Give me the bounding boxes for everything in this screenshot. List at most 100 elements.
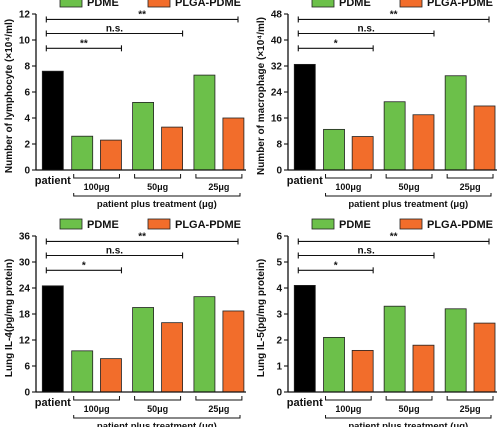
y-tick-label: 10 bbox=[19, 36, 31, 47]
y-tick-label: 6 bbox=[24, 362, 30, 373]
bar-patient-0 bbox=[41, 285, 64, 393]
legend-label-pdme: PDME bbox=[339, 0, 371, 9]
x-category-label: 50μg bbox=[147, 182, 168, 192]
bar-pdme-3 bbox=[193, 74, 216, 171]
treatment-bracket bbox=[73, 415, 241, 419]
x-category-label: 100μg bbox=[335, 182, 361, 192]
bar-plga-pdme-2 bbox=[161, 322, 183, 393]
bar-patient-0 bbox=[41, 70, 64, 171]
x-category-label: patient bbox=[35, 397, 71, 409]
bar-pdme-1 bbox=[71, 135, 94, 171]
legend-label-plga-pdme: PLGA-PDME bbox=[175, 0, 241, 9]
bar-plga-pdme-3 bbox=[222, 310, 245, 393]
group-bracket bbox=[446, 396, 494, 401]
bar-plga-pdme-2 bbox=[412, 344, 435, 393]
x-category-label: 50μg bbox=[147, 404, 168, 414]
significance-label: ** bbox=[390, 231, 398, 242]
x-category-label: patient bbox=[287, 175, 323, 187]
significance-label: * bbox=[82, 260, 86, 271]
y-tick-label: 24 bbox=[19, 284, 31, 295]
treatment-bracket bbox=[73, 193, 241, 197]
y-tick-label: 8 bbox=[276, 140, 282, 151]
y-tick-label: 6 bbox=[24, 88, 30, 99]
x-group-label: patient plus treatment (μg) bbox=[97, 199, 217, 210]
significance-label: n.s. bbox=[358, 246, 375, 257]
y-tick-label: 8 bbox=[24, 62, 30, 73]
significance-label: n.s. bbox=[106, 246, 123, 257]
x-category-label: 25μg bbox=[460, 182, 481, 192]
legend-label-plga-pdme: PLGA-PDME bbox=[175, 219, 241, 231]
group-bracket bbox=[325, 396, 372, 401]
significance-label: ** bbox=[80, 38, 88, 49]
bar-patient-0 bbox=[293, 284, 316, 393]
y-tick-label: 30 bbox=[19, 258, 31, 269]
y-tick-label: 0 bbox=[24, 388, 30, 399]
bar-pdme-1 bbox=[323, 128, 345, 171]
bar-plga-pdme-1 bbox=[351, 136, 374, 171]
y-tick-label: 12 bbox=[19, 336, 31, 347]
group-bracket bbox=[134, 174, 182, 179]
y-tick-label: 18 bbox=[19, 310, 31, 321]
y-tick-label: 0 bbox=[276, 388, 282, 399]
legend-label-plga-pdme: PLGA-PDME bbox=[427, 219, 493, 231]
y-tick-label: 40 bbox=[271, 36, 283, 47]
group-bracket bbox=[385, 174, 433, 179]
significance-label: n.s. bbox=[358, 24, 375, 35]
bar-pdme-1 bbox=[323, 336, 345, 393]
legend-swatch-pdme bbox=[311, 218, 335, 230]
bar-plga-pdme-3 bbox=[473, 322, 496, 393]
group-bracket bbox=[73, 174, 120, 179]
bar-patient-0 bbox=[293, 63, 316, 171]
legend-label-pdme: PDME bbox=[87, 0, 119, 9]
x-group-label: patient plus treatment (μg) bbox=[348, 199, 468, 210]
treatment-bracket bbox=[325, 193, 492, 197]
bar-pdme-3 bbox=[444, 75, 467, 171]
significance-label: n.s. bbox=[106, 24, 123, 35]
bar-pdme-2 bbox=[132, 307, 155, 393]
chart-panel-2: 0 8 16 24 32 40 48 Number of macrophage (×10⁴/m… bbox=[256, 0, 497, 210]
y-axis-label: Number of macrophage (×10⁴/ml) bbox=[256, 17, 267, 175]
y-tick-label: 24 bbox=[271, 88, 283, 99]
group-bracket bbox=[195, 396, 243, 401]
bar-plga-pdme-3 bbox=[473, 105, 496, 171]
group-bracket bbox=[385, 396, 433, 401]
x-category-label: 25μg bbox=[460, 404, 481, 414]
y-axis-label: Number of lymphocyte (×10⁴/ml) bbox=[4, 19, 15, 173]
legend-label-pdme: PDME bbox=[87, 219, 119, 231]
group-bracket bbox=[325, 174, 372, 179]
bar-plga-pdme-1 bbox=[100, 139, 122, 171]
bar-pdme-3 bbox=[444, 308, 467, 393]
y-tick-label: 48 bbox=[271, 10, 283, 21]
significance-label: * bbox=[334, 260, 338, 271]
y-tick-label: 16 bbox=[271, 114, 283, 125]
x-category-label: 25μg bbox=[208, 404, 229, 414]
y-tick-label: 2 bbox=[24, 140, 30, 151]
bar-plga-pdme-2 bbox=[412, 114, 435, 171]
legend-swatch-plga-pdme bbox=[147, 0, 171, 8]
bar-pdme-1 bbox=[71, 350, 94, 393]
y-tick-label: 36 bbox=[19, 232, 31, 243]
y-tick-label: 0 bbox=[24, 166, 30, 177]
x-category-label: 50μg bbox=[399, 182, 420, 192]
legend-swatch-pdme bbox=[59, 218, 83, 230]
y-axis-label: Lung IL-5(pg/mg protein) bbox=[256, 259, 267, 377]
y-tick-label: 1 bbox=[276, 362, 282, 373]
significance-label: ** bbox=[138, 9, 146, 20]
y-axis-label: Lung IL-4(pg/mg protein) bbox=[4, 259, 15, 377]
group-bracket bbox=[446, 174, 494, 179]
legend-swatch-pdme bbox=[311, 0, 335, 8]
x-category-label: 50μg bbox=[399, 404, 420, 414]
bar-plga-pdme-2 bbox=[161, 126, 183, 171]
legend-swatch-plga-pdme bbox=[147, 218, 171, 230]
chart-panel-1: 0 2 4 6 8 10 12 Number of lymphocyte (×10⁴/ml) p… bbox=[4, 0, 246, 210]
y-tick-label: 4 bbox=[276, 284, 282, 295]
significance-label: ** bbox=[138, 231, 146, 242]
group-bracket bbox=[73, 396, 120, 401]
group-bracket bbox=[134, 396, 182, 401]
y-tick-label: 5 bbox=[276, 258, 282, 269]
legend-label-plga-pdme: PLGA-PDME bbox=[427, 0, 493, 9]
x-category-label: 100μg bbox=[335, 404, 361, 414]
bar-pdme-2 bbox=[383, 305, 406, 393]
y-tick-label: 2 bbox=[276, 336, 282, 347]
